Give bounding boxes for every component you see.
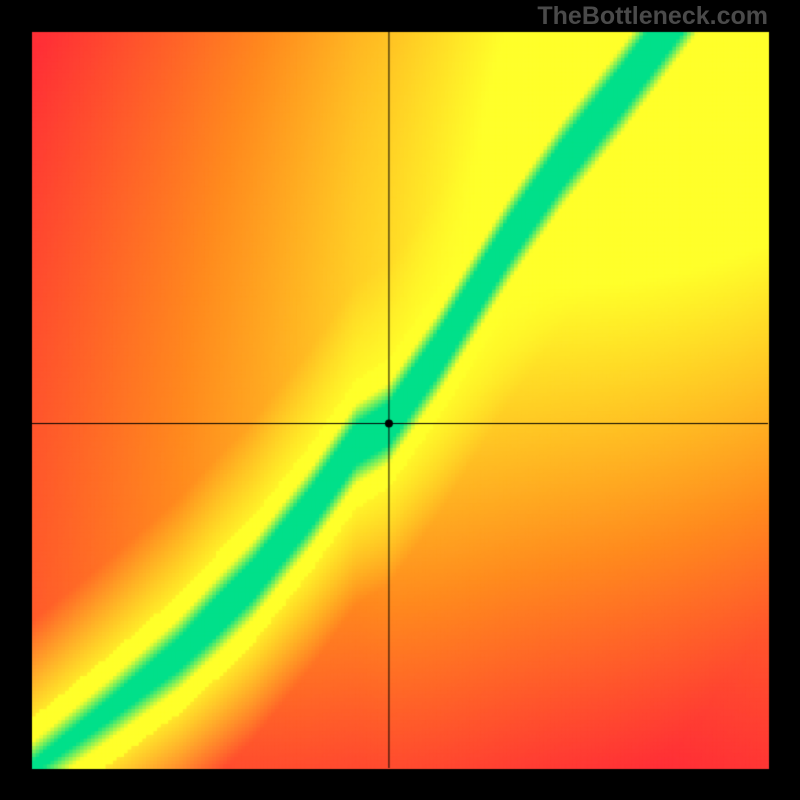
bottleneck-heatmap bbox=[0, 0, 800, 800]
chart-container: TheBottleneck.com bbox=[0, 0, 800, 800]
watermark-text: TheBottleneck.com bbox=[537, 2, 768, 31]
